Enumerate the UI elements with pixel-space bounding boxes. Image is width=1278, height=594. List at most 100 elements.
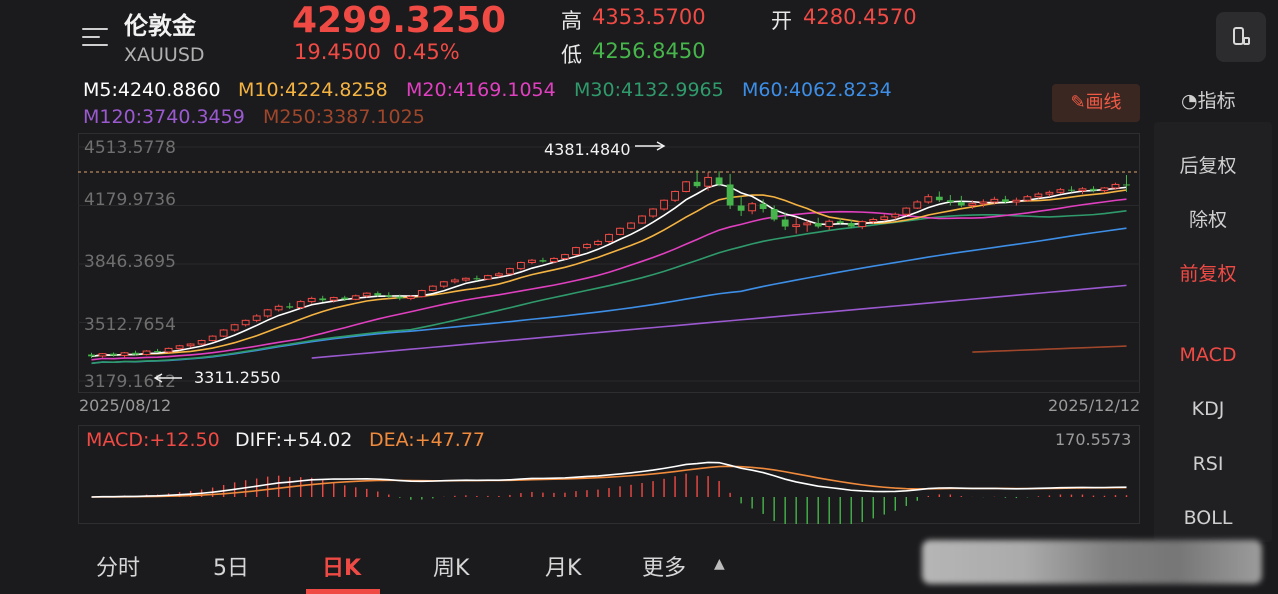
candle-body <box>561 254 569 259</box>
tab-more[interactable]: 更多 <box>642 556 687 581</box>
candle-body <box>263 309 272 317</box>
candle-body <box>935 196 943 201</box>
pencil-icon: ✎ <box>1070 92 1086 113</box>
candle-body <box>869 219 878 223</box>
candle-body <box>296 301 305 309</box>
candle-body <box>473 278 481 280</box>
candle-body <box>88 354 95 357</box>
ma60-value: M60:4062.8234 <box>742 79 892 101</box>
ma10-value: M10:4224.8258 <box>238 79 388 101</box>
max-annotation: 4381.4840 <box>544 140 666 159</box>
candle-body <box>572 247 580 256</box>
gauge-icon: ◔ <box>1181 90 1198 112</box>
candle-body <box>1068 189 1075 191</box>
candle-body <box>362 292 371 297</box>
candle-body <box>979 201 988 205</box>
candle-body <box>1090 188 1097 191</box>
candle-body <box>737 205 745 211</box>
candle-body <box>1012 199 1021 203</box>
candle-body <box>483 275 492 280</box>
candle-body <box>858 221 867 228</box>
last-price: 4299.3250 <box>292 0 507 41</box>
candle-body <box>1111 183 1120 189</box>
low-value: 4256.8450 <box>592 39 706 63</box>
candle-body <box>638 215 646 224</box>
tab-intraday[interactable]: 分时 <box>96 556 141 581</box>
macd-value: MACD:+12.50 <box>86 429 220 451</box>
option-ex-rights[interactable]: 除权 <box>1188 209 1227 231</box>
indicator-button[interactable]: ◔指标 <box>1181 90 1236 112</box>
candle-body <box>341 297 349 300</box>
svg-text:4381.4840: 4381.4840 <box>544 140 631 159</box>
candle-body <box>1100 187 1109 192</box>
candle-body <box>946 200 954 202</box>
menu-icon[interactable] <box>82 24 110 50</box>
candle-body <box>1023 196 1032 201</box>
tab-monthly-k[interactable]: 月K <box>545 556 582 581</box>
candle-body <box>825 220 834 228</box>
candle-body <box>836 221 844 224</box>
candle-body <box>528 259 536 263</box>
option-pre-adjusted[interactable]: 前复权 <box>1179 263 1237 285</box>
candle-body <box>274 305 283 311</box>
candle-body <box>461 277 470 281</box>
macd-chart[interactable] <box>78 425 1140 524</box>
ma20-line <box>91 198 1127 361</box>
indicator-rsi[interactable]: RSI <box>1192 453 1224 475</box>
candle-body <box>583 243 591 249</box>
landscape-toggle-button[interactable] <box>1216 12 1266 62</box>
candle-body <box>110 353 117 356</box>
candle-body <box>374 293 382 296</box>
option-post-adjusted[interactable]: 后复权 <box>1179 155 1237 177</box>
candle-body <box>208 335 217 342</box>
candle-body <box>175 345 184 349</box>
candle-body <box>594 240 602 245</box>
candle-body <box>1034 193 1043 198</box>
low-label: 低 <box>561 43 582 67</box>
candle-body <box>682 181 690 192</box>
ma250-value: M250:3387.1025 <box>263 106 425 128</box>
y-label-5: 3179.1612 <box>84 372 176 392</box>
draw-line-button[interactable]: ✎画线 <box>1052 84 1140 122</box>
candle-body <box>450 279 459 283</box>
candle-body <box>417 290 426 298</box>
candle-body <box>219 329 228 337</box>
candlestick-chart[interactable]: 4513.5778 4179.9736 3846.3695 3512.7654 … <box>78 133 1140 393</box>
candle-body <box>902 207 911 215</box>
tab-5day[interactable]: 5日 <box>213 556 249 581</box>
caret-up-icon[interactable]: ▲ <box>714 556 725 572</box>
candle-body <box>319 298 327 301</box>
indicator-macd[interactable]: MACD <box>1179 344 1237 366</box>
candle-body <box>693 181 701 187</box>
candle-body <box>957 201 965 206</box>
candle-body <box>616 227 624 235</box>
candle-body <box>748 203 757 212</box>
candle-body <box>924 196 933 203</box>
ma30-line <box>91 210 1127 365</box>
ma30-value: M30:4132.9965 <box>574 79 724 101</box>
indicator-kdj[interactable]: KDJ <box>1191 398 1225 420</box>
candle-body <box>385 295 393 297</box>
candle-body <box>351 295 360 300</box>
tab-daily-k[interactable]: 日K <box>322 556 362 581</box>
ma120-line <box>311 284 1127 359</box>
macd-top-value: 170.5573 <box>1055 430 1132 449</box>
candle-body <box>154 351 161 353</box>
watermark <box>922 540 1262 584</box>
min-annotation: 3311.2550 <box>153 368 281 387</box>
candle-body <box>164 347 173 353</box>
candle-body <box>142 350 151 356</box>
candle-body <box>968 203 977 206</box>
y-label-1: 4513.5778 <box>84 138 176 158</box>
indicator-boll[interactable]: BOLL <box>1183 507 1233 529</box>
candle-body <box>649 208 657 217</box>
candle-body <box>803 222 812 226</box>
candle-body <box>550 257 558 263</box>
tab-weekly-k[interactable]: 周K <box>433 556 470 581</box>
candle-body <box>286 306 294 308</box>
instrument-symbol: XAUUSD <box>124 44 205 66</box>
candle-body <box>439 281 448 287</box>
high-label: 高 <box>561 9 582 33</box>
ma5-value: M5:4240.8860 <box>83 79 221 101</box>
candle-body <box>704 176 713 187</box>
